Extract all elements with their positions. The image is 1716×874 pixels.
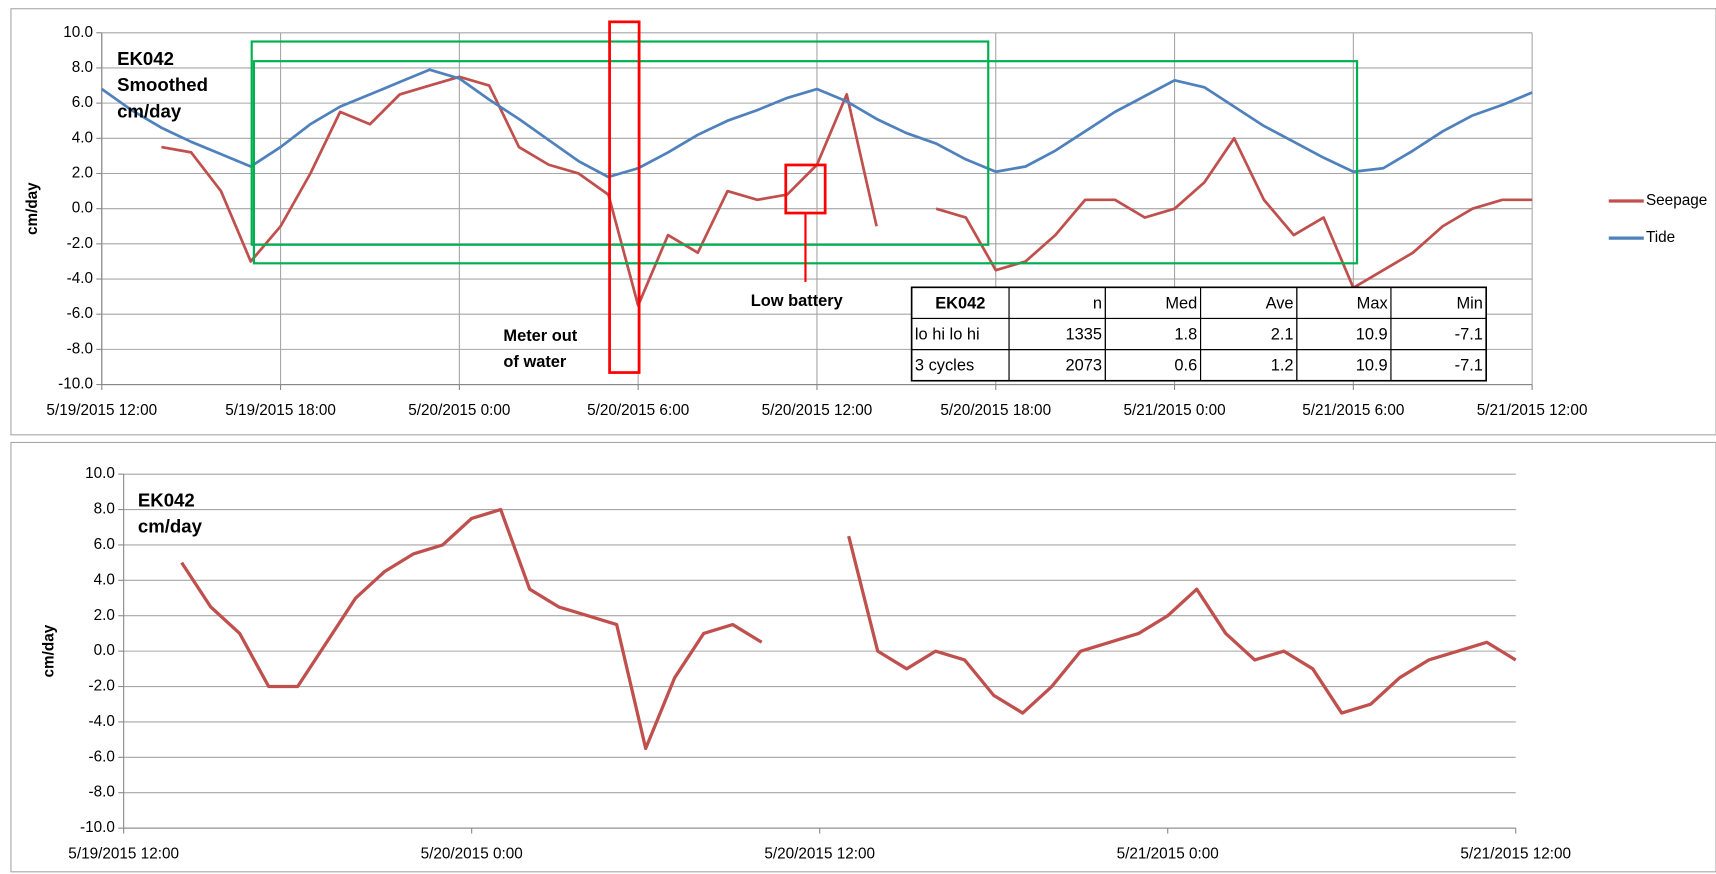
y-tick-label: 2.0 bbox=[72, 165, 93, 182]
table-text: 10.9 bbox=[1356, 357, 1388, 375]
table-text: Min bbox=[1456, 294, 1482, 312]
overlay-marks bbox=[250, 20, 1359, 374]
table-text: Ave bbox=[1266, 294, 1294, 312]
y-tick-label: -4.0 bbox=[67, 270, 93, 287]
y-tick-label: 4.0 bbox=[72, 129, 93, 146]
table-text: 2.1 bbox=[1271, 325, 1294, 343]
y-tick-label: -6.0 bbox=[89, 748, 115, 765]
table-text: 1.8 bbox=[1174, 325, 1197, 343]
y-tick-label: 6.0 bbox=[94, 536, 115, 553]
y-tick-label: 2.0 bbox=[94, 607, 115, 624]
table-cell bbox=[1390, 349, 1487, 382]
charts: 10.0 8.0 6.0 4.0 2.0 0.0 -2.0 -4.0 -6.0 -8.0 -10.0… bbox=[10, 8, 1716, 873]
table-text: 2073 bbox=[1066, 357, 1103, 375]
table-text: 10.9 bbox=[1356, 325, 1388, 343]
x-tick-label: 5/21/2015 0:00 bbox=[1123, 402, 1225, 419]
table-text: 1335 bbox=[1066, 325, 1103, 343]
table-text: -7.1 bbox=[1455, 325, 1483, 343]
legend-label: Tide bbox=[1646, 229, 1675, 246]
y-tick-label: 6.0 bbox=[72, 94, 93, 111]
x-tick-label: 5/20/2015 12:00 bbox=[764, 845, 875, 862]
x-tick-label: 5/20/2015 0:00 bbox=[421, 845, 523, 862]
y-tick-label: -2.0 bbox=[89, 678, 115, 695]
x-tick-label: 5/20/2015 18:00 bbox=[940, 402, 1051, 419]
x-tick-label: 5/19/2015 12:00 bbox=[46, 402, 157, 419]
y-tick-label: -2.0 bbox=[67, 235, 93, 252]
y-axis-label: cm/day bbox=[40, 624, 57, 677]
stats-table bbox=[910, 286, 1487, 382]
table-text: -7.1 bbox=[1455, 357, 1483, 375]
chart-title: EK042 bbox=[138, 489, 195, 510]
chart-title: EK042 bbox=[117, 48, 174, 69]
annotation: Meter out bbox=[503, 327, 577, 345]
chart-frame bbox=[10, 441, 1716, 873]
y-tick-label: 8.0 bbox=[94, 501, 115, 518]
x-tick-label: 5/19/2015 12:00 bbox=[68, 845, 179, 862]
table-text: EK042 bbox=[935, 294, 985, 312]
highlight-box bbox=[250, 40, 990, 246]
y-tick-label: 10.0 bbox=[63, 24, 93, 41]
x-tick-label: 5/20/2015 6:00 bbox=[587, 402, 689, 419]
x-tick-label: 5/21/2015 6:00 bbox=[1302, 402, 1404, 419]
table-text: lo hi lo hi bbox=[915, 325, 980, 343]
y-tick-label: 4.0 bbox=[94, 571, 115, 588]
y-tick-label: -10.0 bbox=[58, 376, 93, 393]
table-text: Max bbox=[1357, 294, 1389, 312]
chart-title: Smoothed bbox=[117, 74, 208, 95]
series-line bbox=[161, 75, 1533, 307]
x-tick-label: 5/21/2015 12:00 bbox=[1477, 402, 1588, 419]
series-line bbox=[100, 68, 1533, 179]
legend-label: Seepage bbox=[1646, 192, 1707, 209]
y-tick-label: 0.0 bbox=[72, 200, 93, 217]
y-tick-label: 8.0 bbox=[72, 59, 93, 76]
table-text: 0.6 bbox=[1174, 357, 1197, 375]
x-tick-label: 5/19/2015 18:00 bbox=[225, 402, 336, 419]
y-tick-label: -6.0 bbox=[67, 305, 93, 322]
x-tick-label: 5/21/2015 0:00 bbox=[1117, 845, 1219, 862]
annotation: of water bbox=[503, 353, 567, 371]
gap-box bbox=[608, 20, 641, 374]
table-text: 1.2 bbox=[1271, 357, 1294, 375]
y-tick-label: -8.0 bbox=[89, 784, 115, 801]
table-text: Med bbox=[1165, 294, 1197, 312]
chart-title: cm/day bbox=[138, 516, 203, 537]
table-text: 3 cycles bbox=[915, 357, 974, 375]
y-axis-label: cm/day bbox=[24, 182, 41, 235]
y-tick-label: 10.0 bbox=[85, 465, 115, 482]
annotation: Low battery bbox=[751, 292, 844, 310]
y-tick-label: 0.0 bbox=[94, 642, 115, 659]
table-text: n bbox=[1093, 294, 1102, 312]
y-tick-label: -10.0 bbox=[80, 819, 115, 836]
x-tick-label: 5/20/2015 0:00 bbox=[408, 402, 510, 419]
x-tick-label: 5/20/2015 12:00 bbox=[762, 402, 873, 419]
chart-title: cm/day bbox=[117, 100, 182, 121]
y-tick-label: -4.0 bbox=[89, 713, 115, 730]
y-tick-label: -8.0 bbox=[67, 340, 93, 357]
series-line bbox=[180, 507, 1517, 751]
x-tick-label: 5/21/2015 12:00 bbox=[1460, 845, 1571, 862]
